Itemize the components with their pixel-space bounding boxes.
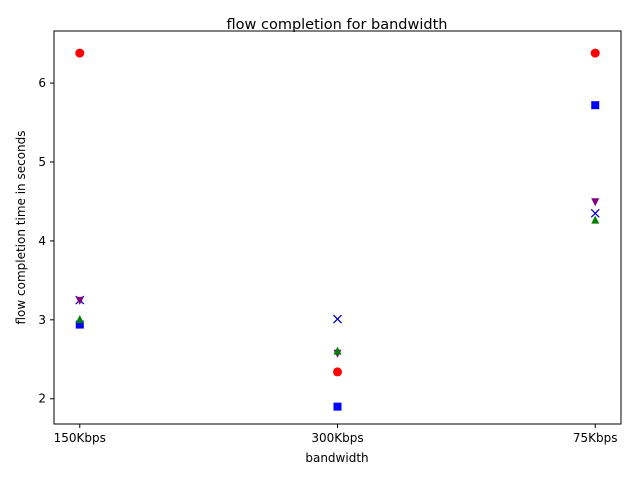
triangle-up-marker [75,315,84,324]
y-tick-label: 3 [38,313,46,327]
x-marker-stroke [590,208,600,218]
triangle-down-marker [591,198,600,207]
square-marker [591,101,600,110]
x-marker [333,314,342,324]
triangle-down-marker [75,296,84,305]
x-axis-label: bandwidth [305,451,368,465]
y-tick-label: 6 [38,76,46,90]
y-axis-ticks: 2 3 4 5 6 [38,76,54,406]
square-marker [75,320,84,329]
x-tick-label: 300Kbps [311,431,363,445]
x-axis-ticks: 150Kbps 300Kbps 75Kbps [54,424,618,445]
circle-marker [333,367,342,377]
chart-title: flow completion for bandwidth [227,17,448,33]
y-tick-label: 4 [38,234,46,248]
y-tick-label: 5 [38,155,46,169]
circle-marker [590,48,600,58]
y-axis-label: flow completion time in seconds [14,130,28,324]
y-tick-label: 2 [38,392,46,406]
x-marker-stroke [333,314,342,324]
x-tick-label: 150Kbps [54,431,106,445]
triangle-up-marker [333,346,342,355]
triangle-up-marker [591,215,600,224]
circle-marker [75,48,85,58]
data-markers [75,48,600,411]
x-marker [590,208,600,218]
square-marker [333,402,342,411]
x-tick-label: 75Kbps [573,431,618,445]
